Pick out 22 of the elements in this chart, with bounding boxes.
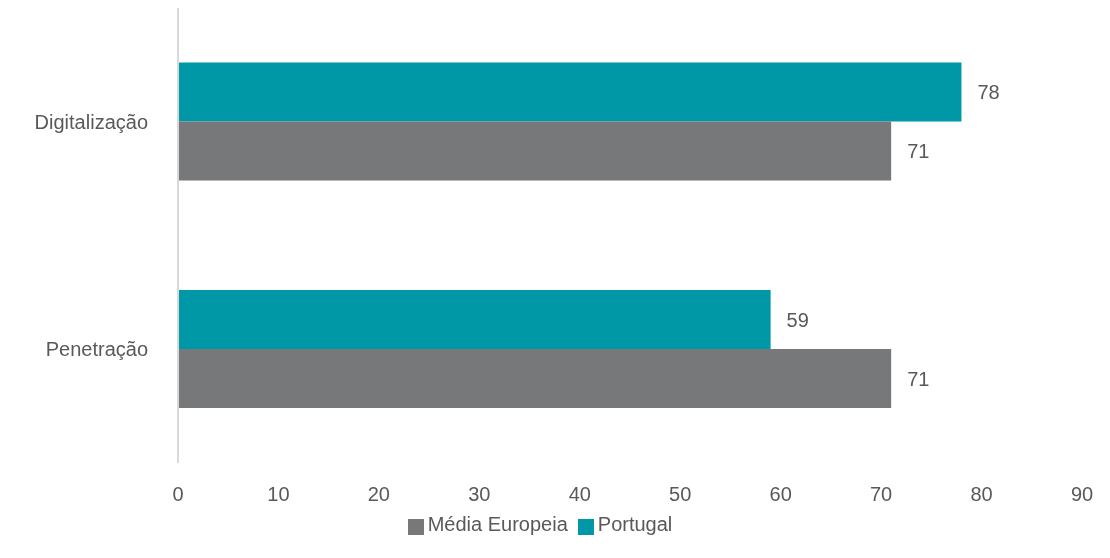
data-label: 59 (786, 308, 809, 331)
legend-label: Portugal (597, 513, 673, 535)
x-tick-label: 40 (568, 483, 591, 506)
x-tick-label: 20 (367, 483, 391, 506)
bar (178, 290, 771, 350)
x-tick-label: 10 (267, 483, 290, 506)
data-label: 71 (907, 140, 930, 163)
bar (178, 121, 892, 181)
x-tick-label: 70 (869, 483, 893, 506)
data-label: 71 (907, 367, 930, 390)
x-tick-label: 60 (769, 483, 792, 506)
y-tick-label: Digitalização (34, 110, 148, 133)
x-tick-label: 50 (669, 483, 692, 506)
x-tick-label: 80 (970, 483, 993, 506)
x-tick-label: 90 (1070, 483, 1094, 506)
legend-label: Média Europeia (427, 513, 568, 535)
y-tick-label: Penetração (45, 338, 148, 361)
bar (178, 349, 892, 409)
x-tick-label: 30 (468, 483, 491, 506)
bar (178, 62, 962, 122)
data-label: 78 (977, 81, 1000, 104)
x-tick-label: 0 (172, 483, 184, 506)
